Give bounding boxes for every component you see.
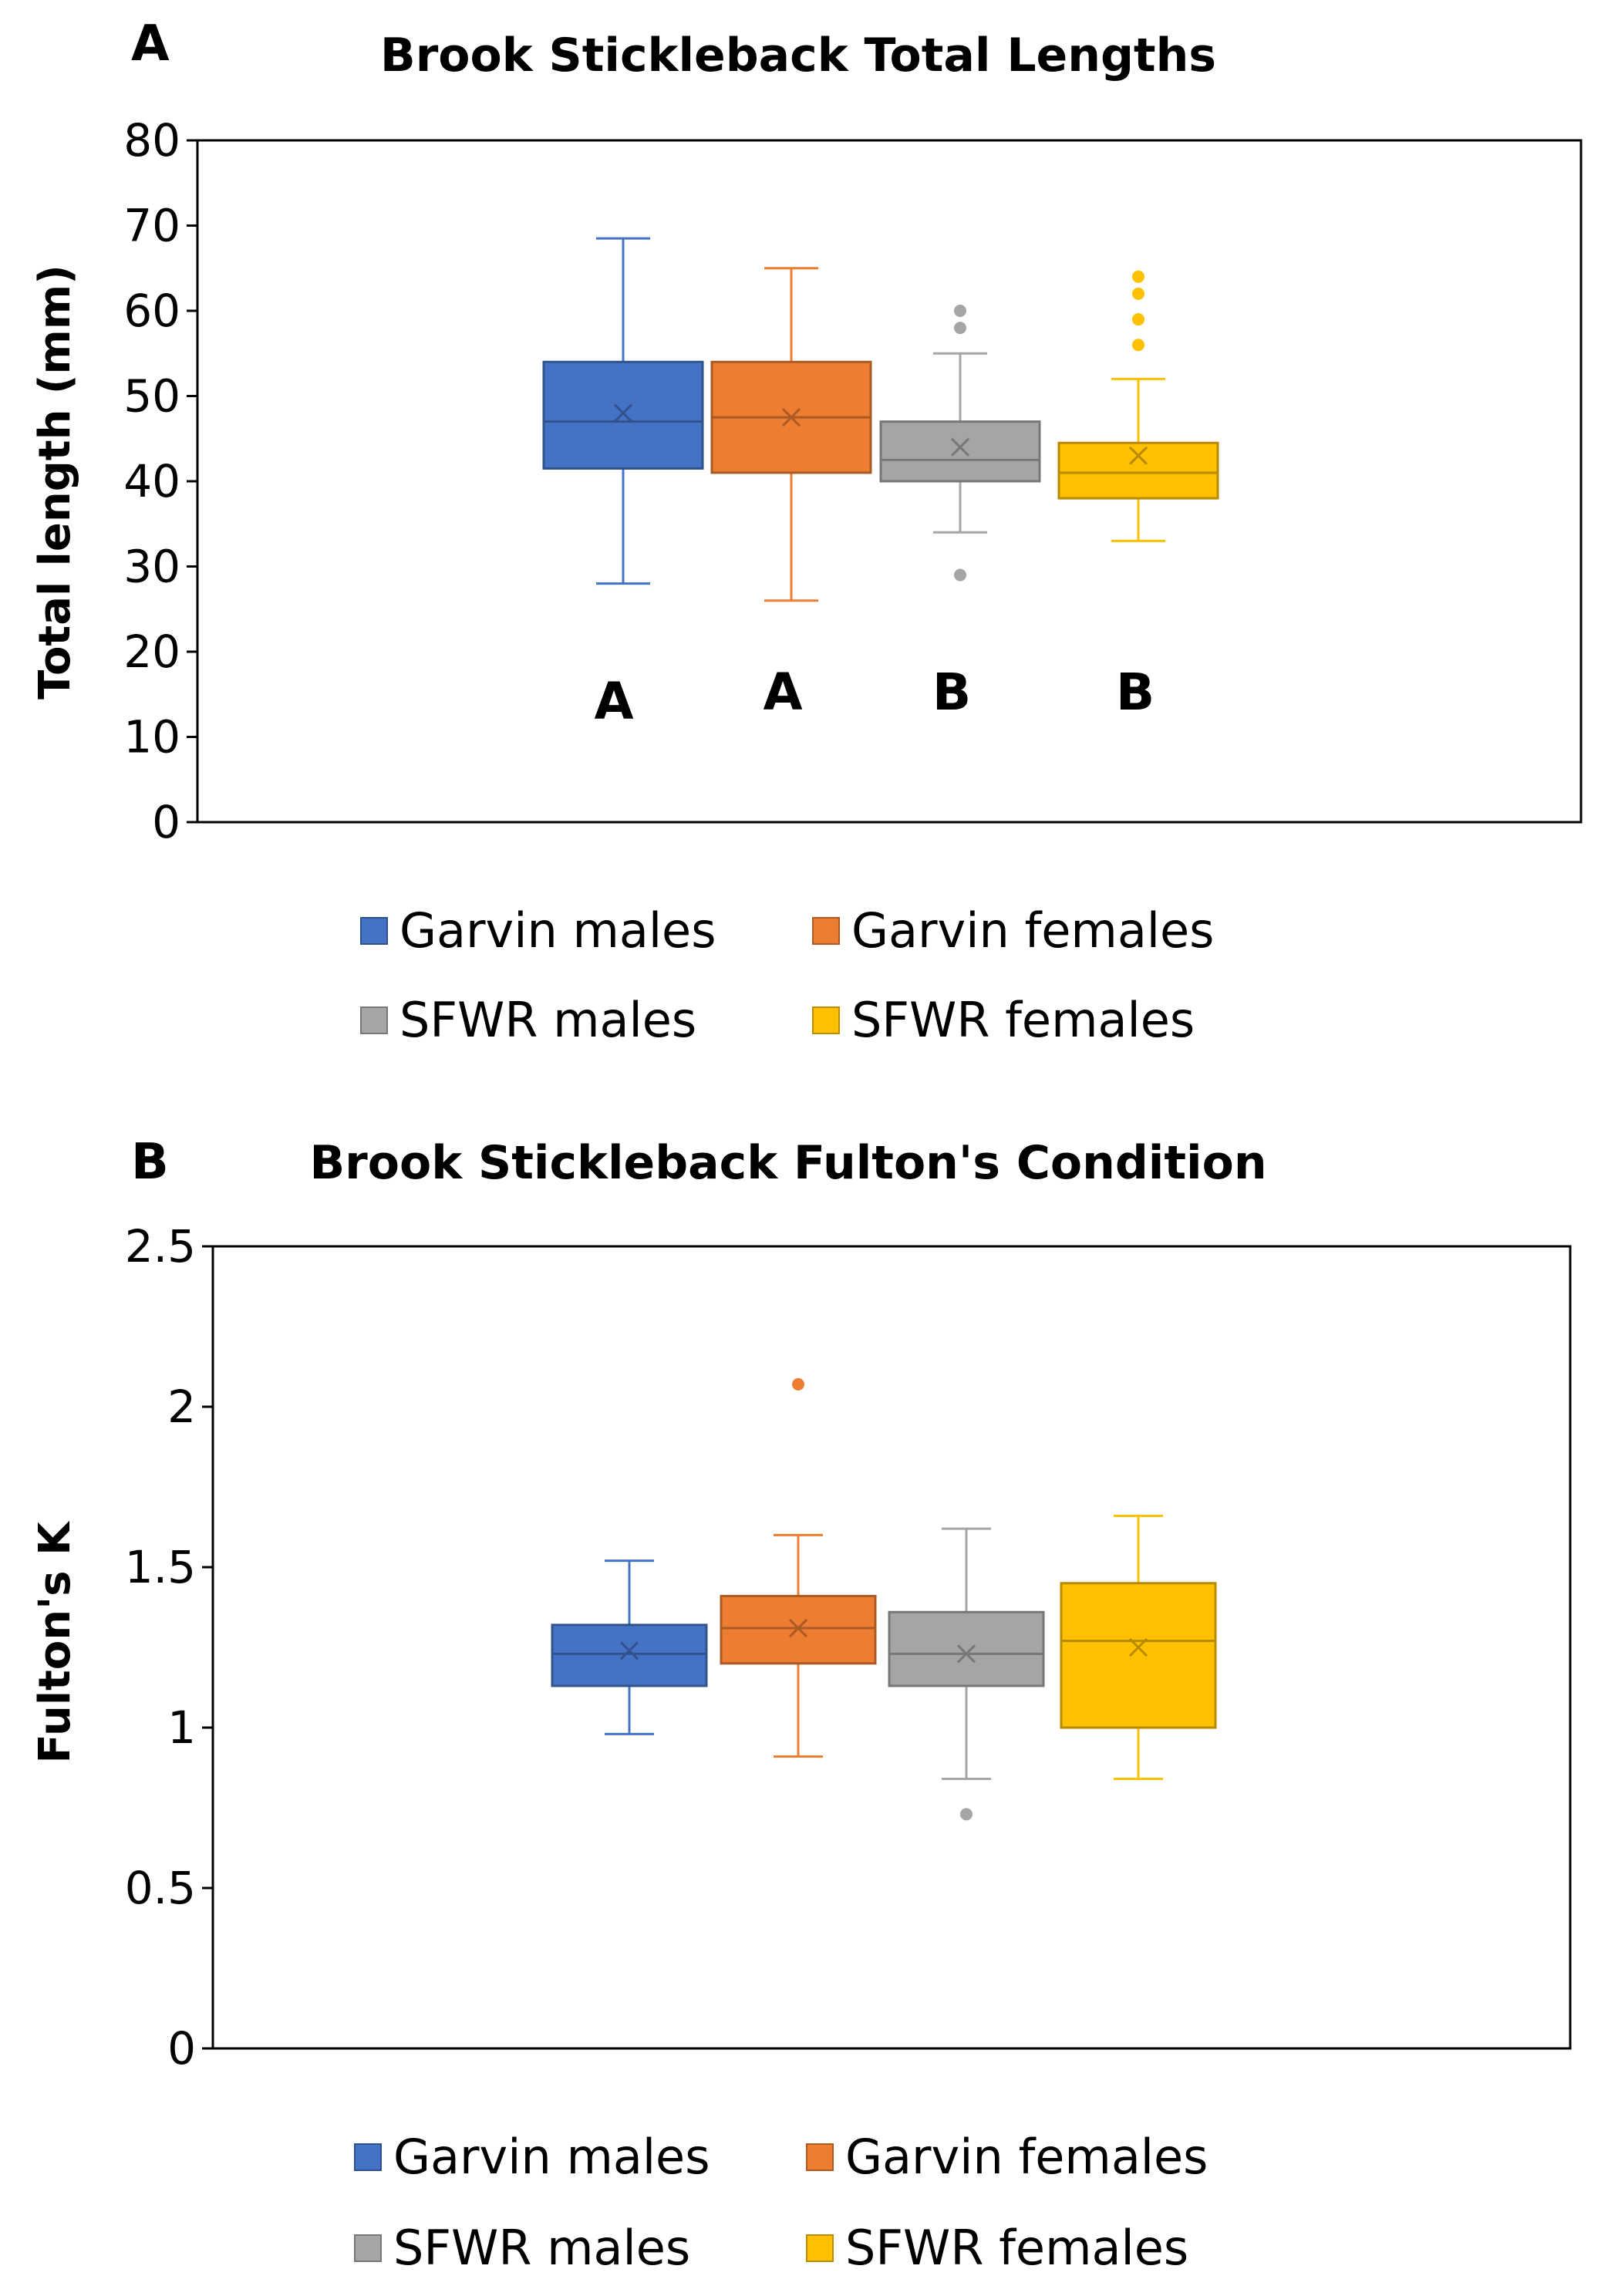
y-tick-label: 20 [123, 625, 180, 678]
y-axis-label-a: Total length (mm) [30, 265, 80, 700]
legend-b: Garvin males Garvin females SFWR males S… [354, 2129, 1208, 2276]
group-letter: A [594, 672, 633, 731]
legend-item-sfwr-females: SFWR females [812, 992, 1195, 1048]
outlier-point [1132, 287, 1144, 300]
box-iqr [720, 1594, 877, 1665]
mean-marker [788, 1618, 808, 1638]
box-iqr [542, 360, 704, 470]
plot-area-b: 0 0.5 1 1.5 2 2.5 [125, 1220, 1572, 2075]
chart-title-a: Brook Stickleback Total Lengths [380, 29, 1216, 83]
legend-swatch-sfwr-females-b [806, 2234, 834, 2262]
plot-frame [211, 1245, 1572, 2050]
mean-marker [619, 1641, 639, 1660]
box-iqr [888, 1610, 1045, 1687]
y-tick-label: 70 [123, 200, 180, 252]
group-letter: B [932, 663, 971, 722]
y-tick-label: 30 [123, 541, 180, 593]
legend-item-sfwr-males-b: SFWR males [354, 2220, 690, 2276]
outlier-point [954, 568, 966, 582]
box-iqr [1057, 441, 1219, 500]
box-sfwr-males [879, 305, 1041, 582]
legend-item-garvin-males: Garvin males [360, 902, 716, 959]
box-garvin-males [551, 1559, 708, 1735]
mean-marker [781, 408, 801, 427]
y-tick-label: 0.5 [125, 1862, 196, 1914]
legend-label-garvin-males: Garvin males [399, 902, 716, 959]
legend-label-sfwr-males: SFWR males [399, 992, 696, 1048]
outlier-point [1132, 313, 1144, 326]
legend-swatch-garvin-females-b [806, 2143, 834, 2171]
legend-label-sfwr-males-b: SFWR males [393, 2220, 690, 2276]
legend-label-sfwr-females-b: SFWR females [845, 2220, 1188, 2276]
legend-swatch-garvin-males [360, 917, 388, 945]
outlier-point [954, 322, 966, 335]
outlier-point [954, 305, 966, 317]
mean-marker [1128, 1637, 1148, 1657]
group-letter: B [1116, 663, 1155, 722]
outlier-point [792, 1377, 804, 1391]
outlier-point [1132, 339, 1144, 352]
legend-item-garvin-females-b: Garvin females [806, 2129, 1208, 2185]
y-tick-label: 10 [123, 711, 180, 764]
y-tick-label: 80 [123, 114, 180, 167]
y-tick-label: 0 [167, 2022, 196, 2075]
y-tick-label: 2.5 [125, 1220, 196, 1273]
y-tick-label: 40 [123, 455, 180, 507]
mean-marker [1128, 446, 1148, 465]
y-tick-label: 0 [152, 796, 180, 848]
legend-item-sfwr-females-b: SFWR females [806, 2220, 1188, 2276]
mean-marker [956, 1644, 976, 1664]
group-letter: A [763, 663, 802, 722]
box-iqr [1060, 1582, 1217, 1729]
y-axis-label-b: Fulton's K [30, 1520, 80, 1764]
legend-swatch-sfwr-males-b [354, 2234, 382, 2262]
outlier-point [1132, 270, 1144, 283]
legend-label-sfwr-females: SFWR females [851, 992, 1195, 1048]
outlier-point [960, 1808, 973, 1821]
plot-area-a: 0 10 20 30 40 50 60 70 80 A A B B [123, 114, 1583, 848]
legend-swatch-garvin-females [812, 917, 840, 945]
box-sfwr-males [888, 1527, 1045, 1821]
y-tick-label: 60 [123, 285, 180, 337]
box-sfwr-females [1057, 270, 1219, 542]
legend-item-garvin-females: Garvin females [812, 902, 1214, 959]
box-garvin-females [720, 1377, 877, 1758]
legend-swatch-sfwr-males [360, 1006, 388, 1034]
legend-label-garvin-males-b: Garvin males [393, 2129, 710, 2185]
box-iqr [879, 420, 1041, 483]
y-tick-label: 1 [167, 1701, 196, 1754]
box-garvin-males [542, 237, 704, 585]
mean-marker [613, 403, 633, 423]
chart-title-b: Brook Stickleback Fulton's Condition [309, 1136, 1266, 1190]
mean-marker [950, 437, 970, 457]
legend-label-garvin-females: Garvin females [851, 902, 1214, 959]
panel-letter-b: B [131, 1134, 169, 1191]
legend-a: Garvin males Garvin females SFWR males S… [360, 902, 1214, 1048]
box-sfwr-females [1060, 1514, 1217, 1781]
panel-letter-a: A [131, 15, 170, 72]
legend-item-sfwr-males: SFWR males [360, 992, 696, 1048]
legend-swatch-sfwr-females [812, 1006, 840, 1034]
legend-label-garvin-females-b: Garvin females [845, 2129, 1208, 2185]
box-garvin-females [710, 267, 872, 602]
legend-swatch-garvin-males-b [354, 2143, 382, 2171]
legend-item-garvin-males-b: Garvin males [354, 2129, 710, 2185]
y-tick-label: 50 [123, 370, 180, 423]
y-tick-label: 2 [167, 1381, 196, 1433]
y-tick-label: 1.5 [125, 1541, 196, 1593]
box-iqr [551, 1623, 708, 1687]
